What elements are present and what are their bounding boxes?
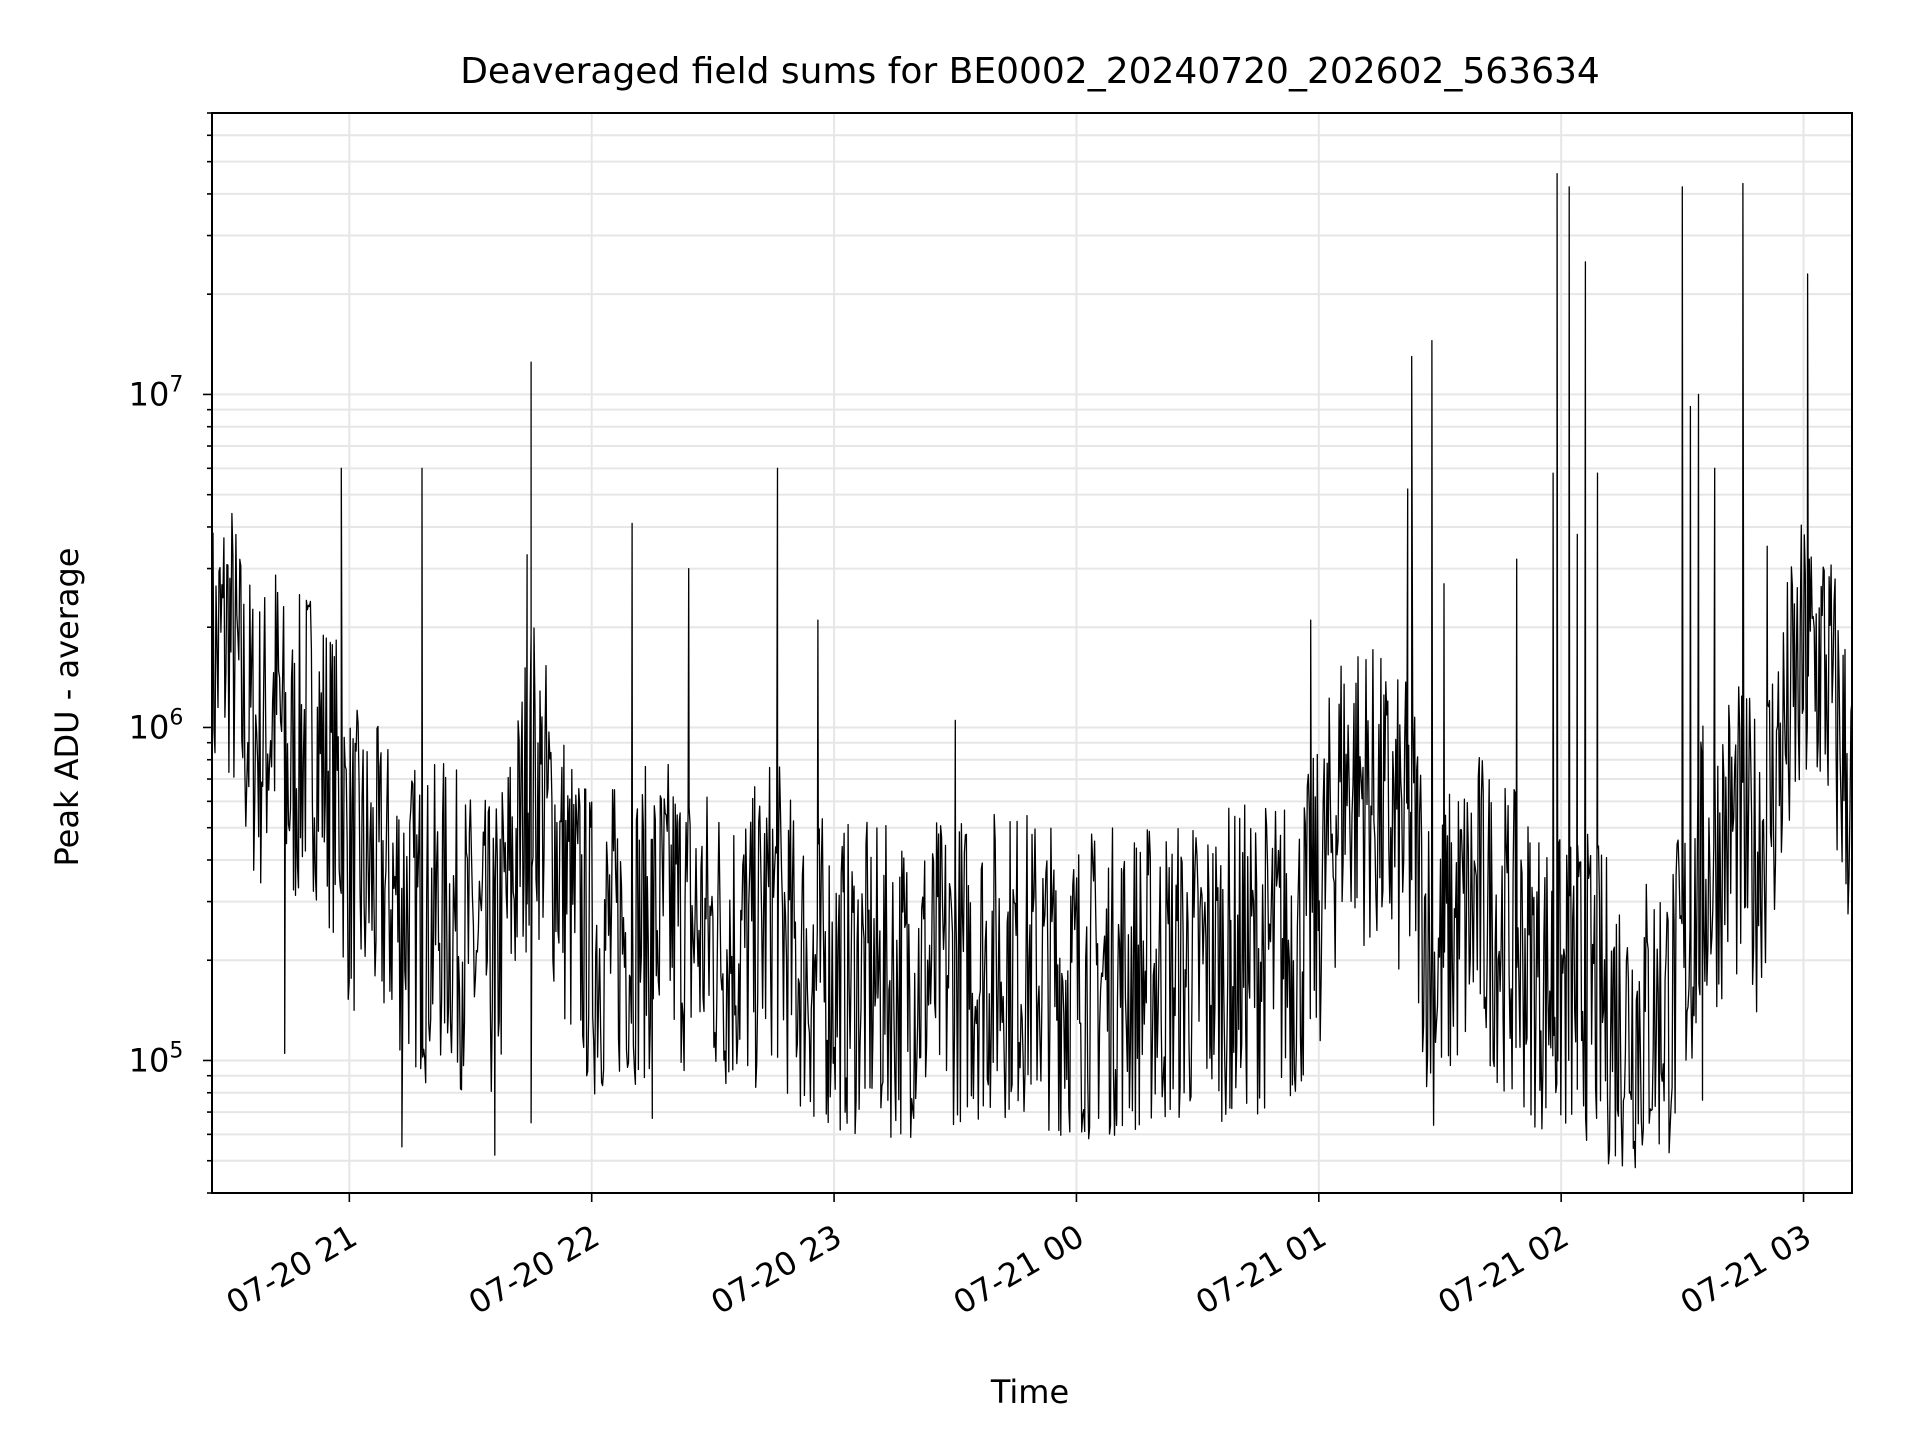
series-line	[211, 173, 1853, 1169]
x-tick-label: 07-20 23	[704, 1217, 848, 1322]
x-tick-label: 07-20 22	[462, 1217, 606, 1322]
data-line	[211, 173, 1853, 1169]
y-tick-label: 106	[129, 705, 184, 746]
x-tick-label: 07-21 00	[947, 1217, 1091, 1322]
x-tick-label: 07-21 03	[1674, 1217, 1818, 1322]
y-tick-label: 107	[129, 372, 184, 413]
x-tick-label: 07-20 21	[220, 1217, 364, 1322]
y-tick-label: 105	[129, 1038, 184, 1079]
y-axis-label: Peak ADU - average	[48, 548, 86, 867]
x-tick-label: 07-21 02	[1432, 1217, 1576, 1322]
plot-frame	[211, 112, 1853, 1194]
x-tick-label: 07-21 01	[1189, 1217, 1333, 1322]
x-axis-label: Time	[990, 1373, 1069, 1411]
chart-title: Deaveraged field sums for BE0002_2024072…	[460, 51, 1600, 92]
